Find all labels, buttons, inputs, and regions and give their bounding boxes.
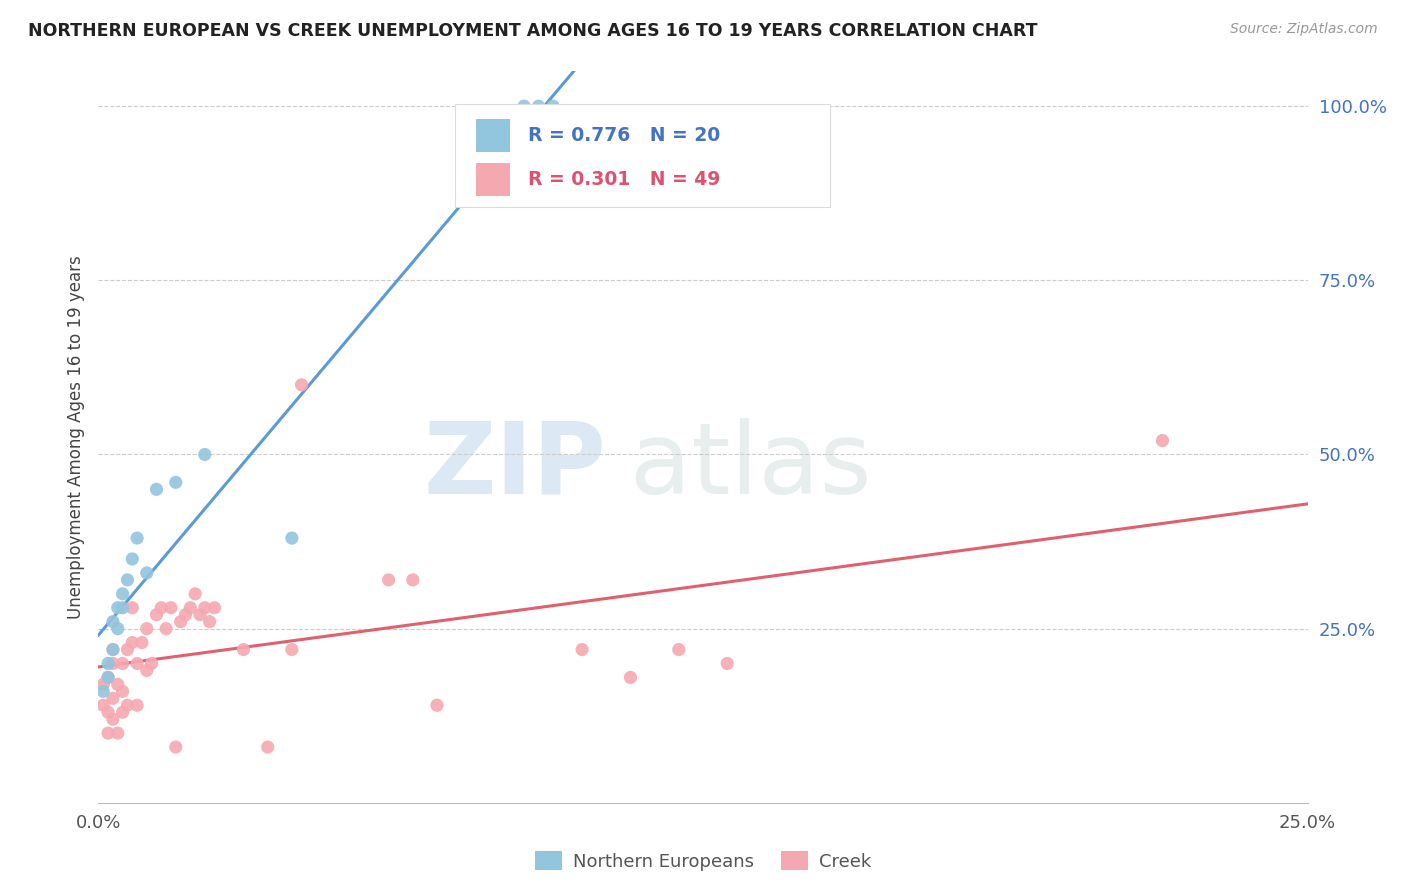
Point bbox=[107, 677, 129, 691]
Point bbox=[165, 475, 187, 490]
Text: R = 0.301   N = 49: R = 0.301 N = 49 bbox=[527, 169, 720, 189]
Point bbox=[527, 99, 550, 113]
Point bbox=[97, 670, 120, 684]
Point bbox=[131, 635, 153, 649]
Point bbox=[111, 600, 134, 615]
Point bbox=[117, 642, 139, 657]
Point bbox=[155, 622, 177, 636]
FancyBboxPatch shape bbox=[456, 104, 830, 207]
Point bbox=[101, 712, 124, 726]
Point bbox=[111, 657, 134, 671]
Point bbox=[117, 573, 139, 587]
Point bbox=[135, 622, 157, 636]
Point bbox=[111, 587, 134, 601]
Point bbox=[91, 698, 114, 713]
Point bbox=[716, 657, 738, 671]
Point bbox=[127, 657, 149, 671]
Point bbox=[97, 670, 120, 684]
Point bbox=[121, 552, 143, 566]
Point bbox=[426, 698, 449, 713]
Point bbox=[668, 642, 690, 657]
Point bbox=[121, 635, 143, 649]
Point bbox=[232, 642, 254, 657]
Point bbox=[107, 600, 129, 615]
Point bbox=[165, 740, 187, 755]
Point bbox=[107, 726, 129, 740]
Point bbox=[107, 622, 129, 636]
Legend: Northern Europeans, Creek: Northern Europeans, Creek bbox=[527, 844, 879, 878]
Text: R = 0.776   N = 20: R = 0.776 N = 20 bbox=[527, 126, 720, 145]
Point bbox=[101, 642, 124, 657]
Point bbox=[619, 670, 641, 684]
Point bbox=[188, 607, 211, 622]
Point bbox=[97, 726, 120, 740]
Point bbox=[145, 483, 167, 497]
Point bbox=[101, 642, 124, 657]
Point bbox=[91, 684, 114, 698]
Point bbox=[91, 677, 114, 691]
Point bbox=[101, 691, 124, 706]
Point bbox=[194, 600, 217, 615]
Point bbox=[141, 657, 163, 671]
Point bbox=[541, 99, 564, 113]
Text: atlas: atlas bbox=[630, 417, 872, 515]
Point bbox=[160, 600, 183, 615]
Point bbox=[101, 615, 124, 629]
Point bbox=[377, 573, 399, 587]
Point bbox=[117, 698, 139, 713]
Text: NORTHERN EUROPEAN VS CREEK UNEMPLOYMENT AMONG AGES 16 TO 19 YEARS CORRELATION CH: NORTHERN EUROPEAN VS CREEK UNEMPLOYMENT … bbox=[28, 22, 1038, 40]
Point bbox=[97, 705, 120, 719]
Point bbox=[111, 684, 134, 698]
Point bbox=[121, 600, 143, 615]
FancyBboxPatch shape bbox=[475, 162, 509, 195]
Point bbox=[135, 566, 157, 580]
Point bbox=[150, 600, 173, 615]
Point bbox=[135, 664, 157, 678]
Point bbox=[101, 657, 124, 671]
Point bbox=[169, 615, 191, 629]
Point bbox=[127, 698, 149, 713]
Point bbox=[179, 600, 201, 615]
Point bbox=[281, 642, 304, 657]
Y-axis label: Unemployment Among Ages 16 to 19 years: Unemployment Among Ages 16 to 19 years bbox=[66, 255, 84, 619]
FancyBboxPatch shape bbox=[475, 119, 509, 152]
Point bbox=[194, 448, 217, 462]
Point bbox=[111, 705, 134, 719]
Point bbox=[402, 573, 425, 587]
Text: ZIP: ZIP bbox=[423, 417, 606, 515]
Point bbox=[571, 642, 593, 657]
Point bbox=[127, 531, 149, 545]
Point bbox=[513, 99, 536, 113]
Point bbox=[204, 600, 226, 615]
Point bbox=[97, 657, 120, 671]
Point bbox=[184, 587, 207, 601]
Point bbox=[281, 531, 304, 545]
Point bbox=[198, 615, 221, 629]
Point bbox=[256, 740, 278, 755]
Text: Source: ZipAtlas.com: Source: ZipAtlas.com bbox=[1230, 22, 1378, 37]
Point bbox=[174, 607, 197, 622]
Point bbox=[1152, 434, 1174, 448]
Point bbox=[290, 377, 312, 392]
Point bbox=[145, 607, 167, 622]
